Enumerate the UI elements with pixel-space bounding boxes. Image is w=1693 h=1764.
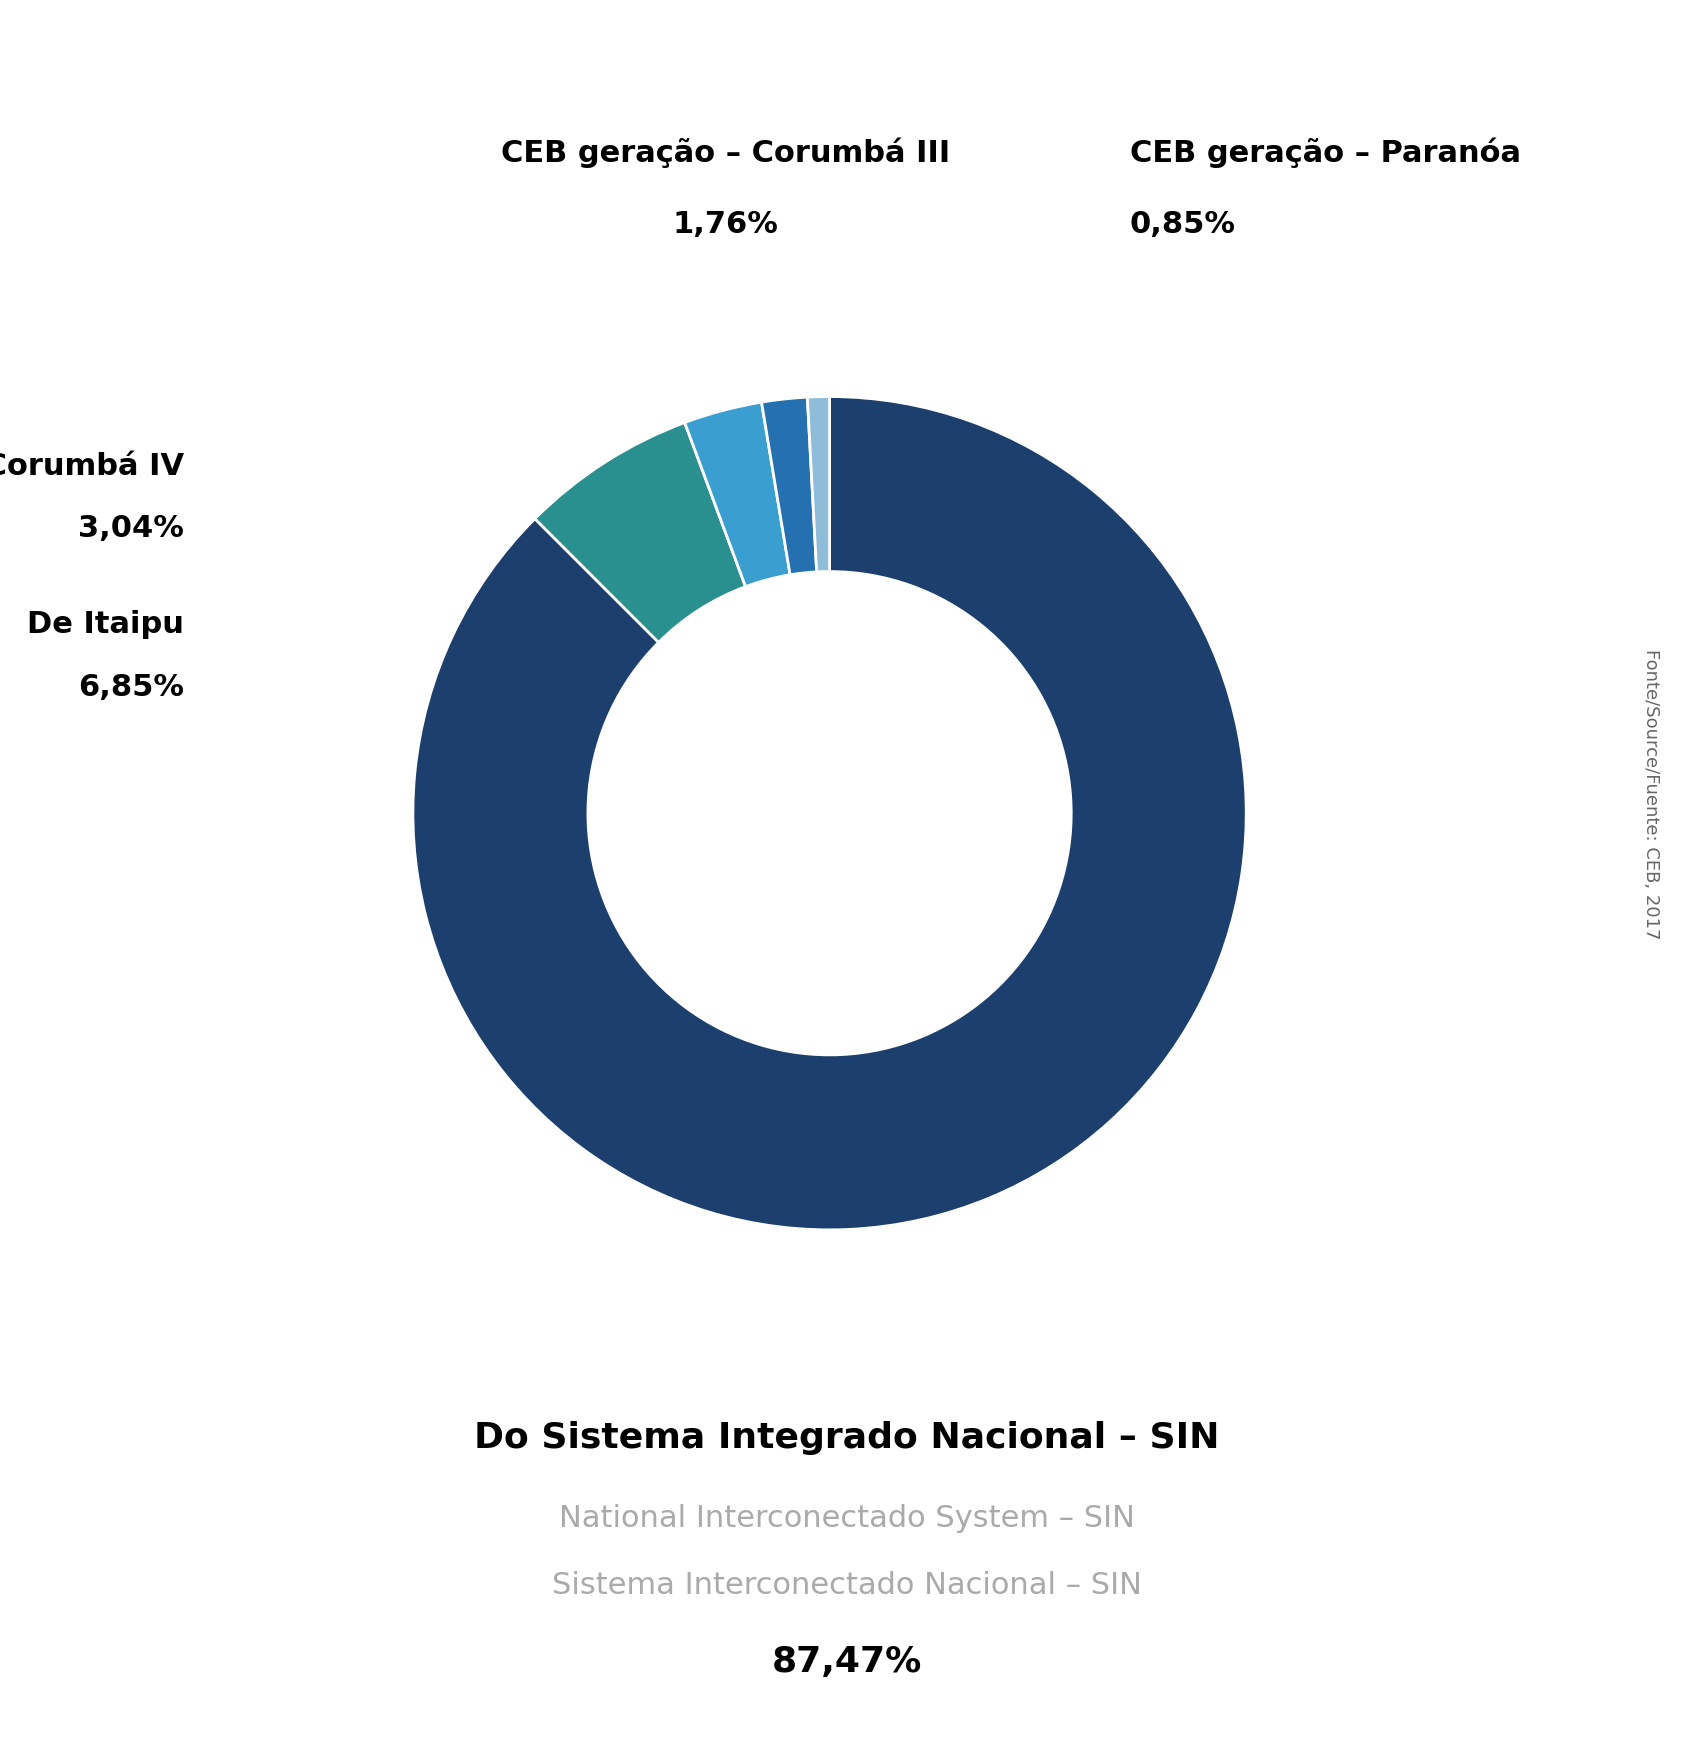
Text: 87,47%: 87,47% [772,1644,921,1678]
Text: 0,85%: 0,85% [1129,210,1236,240]
Text: 3,04%: 3,04% [78,480,185,543]
Text: Sistema Interconectado Nacional – SIN: Sistema Interconectado Nacional – SIN [552,1570,1141,1598]
Text: 6,85%: 6,85% [78,639,185,702]
Wedge shape [535,423,745,644]
Wedge shape [413,397,1246,1230]
Text: CEB geração – Corumbá III: CEB geração – Corumbá III [501,138,950,168]
Text: CEB geração – Corumbá IV: CEB geração – Corumbá IV [0,450,185,480]
Text: National Interconectado System – SIN: National Interconectado System – SIN [559,1503,1134,1531]
Text: Do Sistema Integrado Nacional – SIN: Do Sistema Integrado Nacional – SIN [474,1420,1219,1454]
Text: 1,76%: 1,76% [672,210,779,240]
Text: De Itaipu: De Itaipu [27,610,185,639]
Wedge shape [808,397,830,573]
Wedge shape [762,399,816,575]
Wedge shape [684,402,791,587]
Text: CEB geração – Paranóa: CEB geração – Paranóa [1129,138,1520,168]
Text: Fonte/Source/Fuente: CEB, 2017: Fonte/Source/Fuente: CEB, 2017 [1642,649,1659,938]
